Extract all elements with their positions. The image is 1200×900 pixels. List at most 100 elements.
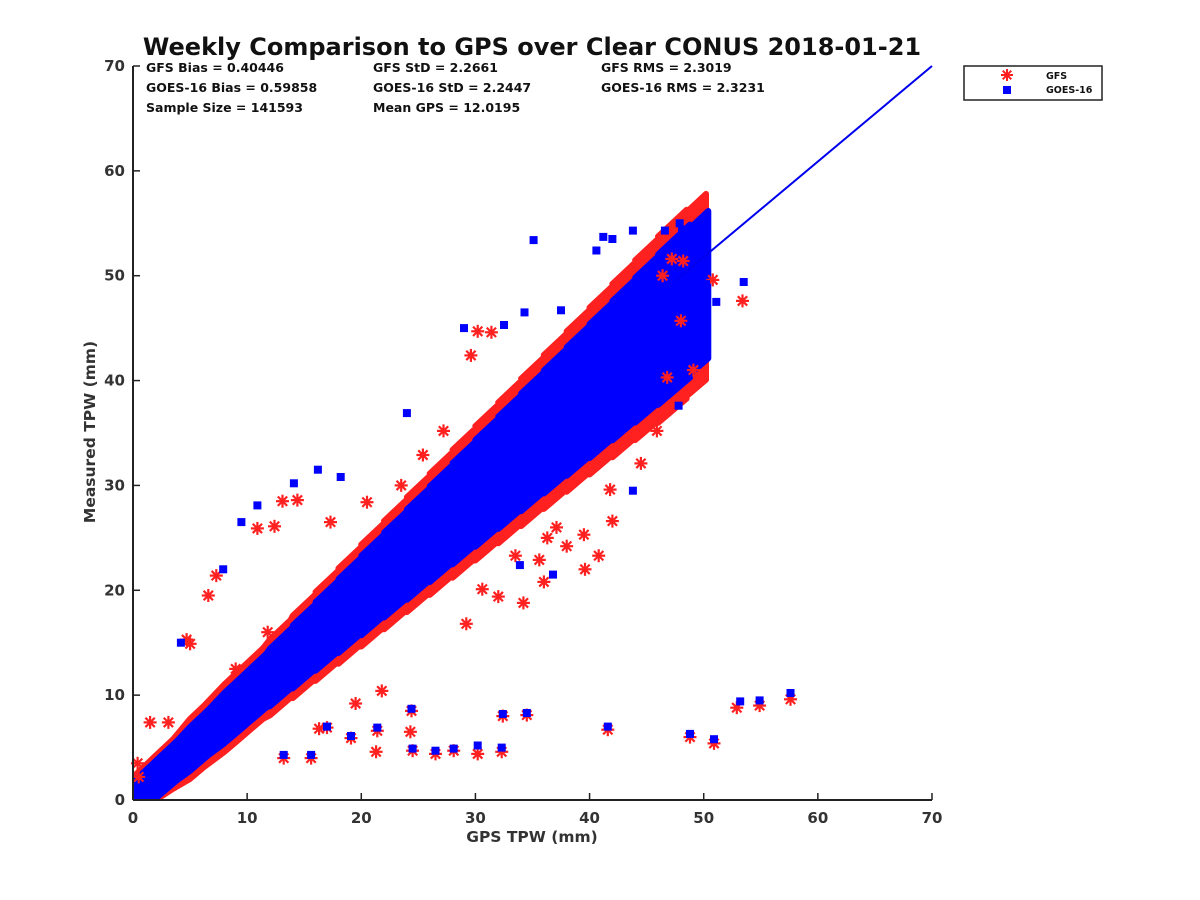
gfs-point [650, 424, 664, 438]
goes16-point [557, 306, 565, 315]
y-ticks: 0 10 20 30 40 50 60 70 [104, 57, 140, 809]
stat-mean-gps: Mean GPS = 12.0195 [373, 100, 520, 115]
gfs-point [201, 589, 215, 602]
legend-goes-label: GOES-16 [1046, 85, 1093, 96]
goes16-point [599, 232, 608, 241]
gfs-point [508, 549, 522, 563]
y-tick-label: 50 [104, 267, 125, 285]
goes16-point [505, 502, 514, 511]
goes16-point [603, 722, 612, 731]
gfs-point [578, 562, 592, 576]
goes16-point [628, 226, 637, 235]
gfs-point [491, 590, 505, 604]
gfs-point [560, 539, 574, 553]
goes16-point [460, 324, 468, 333]
stat-gfs-rms: GFS RMS = 2.3019 [601, 60, 732, 75]
goes16-point [449, 744, 458, 753]
gfs-point [516, 596, 530, 610]
goes16-point [710, 735, 718, 744]
gfs-point [324, 515, 337, 529]
goes16-point [755, 696, 764, 705]
chart-title: Weekly Comparison to GPS over Clear CONU… [143, 33, 921, 61]
gfs-point [471, 747, 485, 761]
goes16-point [313, 465, 322, 474]
gfs-point [276, 494, 289, 508]
goes16-point [237, 518, 246, 527]
goes16-point [786, 689, 795, 697]
gfs-point [403, 725, 417, 739]
goes16-point [520, 308, 529, 317]
x-tick-label: 70 [922, 809, 943, 827]
goes16-point [289, 479, 298, 488]
gfs-point [674, 314, 688, 328]
statistics-block: GFS Bias = 0.40446 GFS StD = 2.2661 GFS … [146, 60, 765, 115]
point-cloud-band [133, 208, 712, 800]
gfs-point [577, 528, 591, 542]
stat-goes-std: GOES-16 StD = 2.2447 [373, 80, 531, 95]
gfs-point [459, 617, 473, 631]
goes16-point [253, 501, 262, 510]
data-points [131, 219, 797, 784]
legend-goes-marker [1003, 86, 1011, 94]
goes16-point [402, 409, 411, 418]
goes16-point [176, 638, 185, 647]
x-tick-label: 50 [693, 809, 714, 827]
gfs-point [665, 252, 679, 266]
goes16-point [498, 710, 507, 718]
gfs-point [369, 745, 383, 759]
goes16-point [431, 746, 440, 755]
goes16-point [702, 280, 710, 289]
gfs-point [132, 770, 146, 784]
legend-gfs-label: GFS [1046, 71, 1067, 82]
point-cloud [133, 190, 712, 800]
gfs-point [540, 531, 554, 545]
goes16-point [686, 729, 694, 738]
goes16-point [408, 744, 417, 753]
goes16-point [736, 697, 745, 706]
goes16-point [712, 297, 721, 306]
y-axis-label: Measured TPW (mm) [81, 341, 99, 523]
gfs-point [143, 715, 157, 729]
gfs-point [537, 575, 551, 589]
stat-goes-bias: GOES-16 Bias = 0.59858 [146, 80, 317, 95]
y-tick-label: 60 [104, 162, 125, 180]
goes16-point [515, 561, 524, 570]
gfs-point [261, 625, 275, 639]
gfs-point [437, 424, 450, 438]
stat-sample-size: Sample Size = 141593 [146, 100, 303, 115]
gfs-point [605, 514, 619, 528]
x-tick-label: 30 [465, 809, 486, 827]
y-tick-label: 0 [115, 791, 125, 809]
y-tick-label: 20 [104, 581, 125, 599]
goes16-point [549, 570, 557, 579]
gfs-point [676, 254, 690, 268]
y-tick-label: 30 [104, 476, 125, 494]
goes16-point [407, 704, 416, 713]
axes [132, 66, 932, 801]
goes16-point [529, 236, 538, 245]
goes16-point [678, 225, 686, 234]
gfs-point [484, 325, 498, 339]
legend-gfs-marker [1001, 69, 1013, 81]
goes16-point [219, 565, 228, 574]
goes16-point [592, 246, 601, 255]
gfs-point [464, 348, 478, 362]
goes16-point [347, 732, 355, 740]
goes16-point [641, 291, 650, 300]
goes16-point [473, 741, 482, 750]
goes16-point [608, 235, 617, 243]
legend-box [963, 65, 1103, 101]
x-tick-label: 10 [237, 809, 258, 827]
gfs-point [268, 519, 281, 533]
stat-goes-rms: GOES-16 RMS = 2.3231 [601, 80, 765, 95]
gfs-point [550, 520, 563, 534]
x-ticks: 0 10 20 30 40 50 60 70 [128, 793, 943, 827]
one-to-one-line [674, 65, 933, 282]
gfs-point [229, 662, 243, 676]
goes16-point [497, 743, 506, 752]
goes16-point [500, 321, 508, 329]
goes16-point [660, 226, 669, 235]
gfs-point [209, 569, 223, 583]
goes16-point [373, 723, 382, 732]
